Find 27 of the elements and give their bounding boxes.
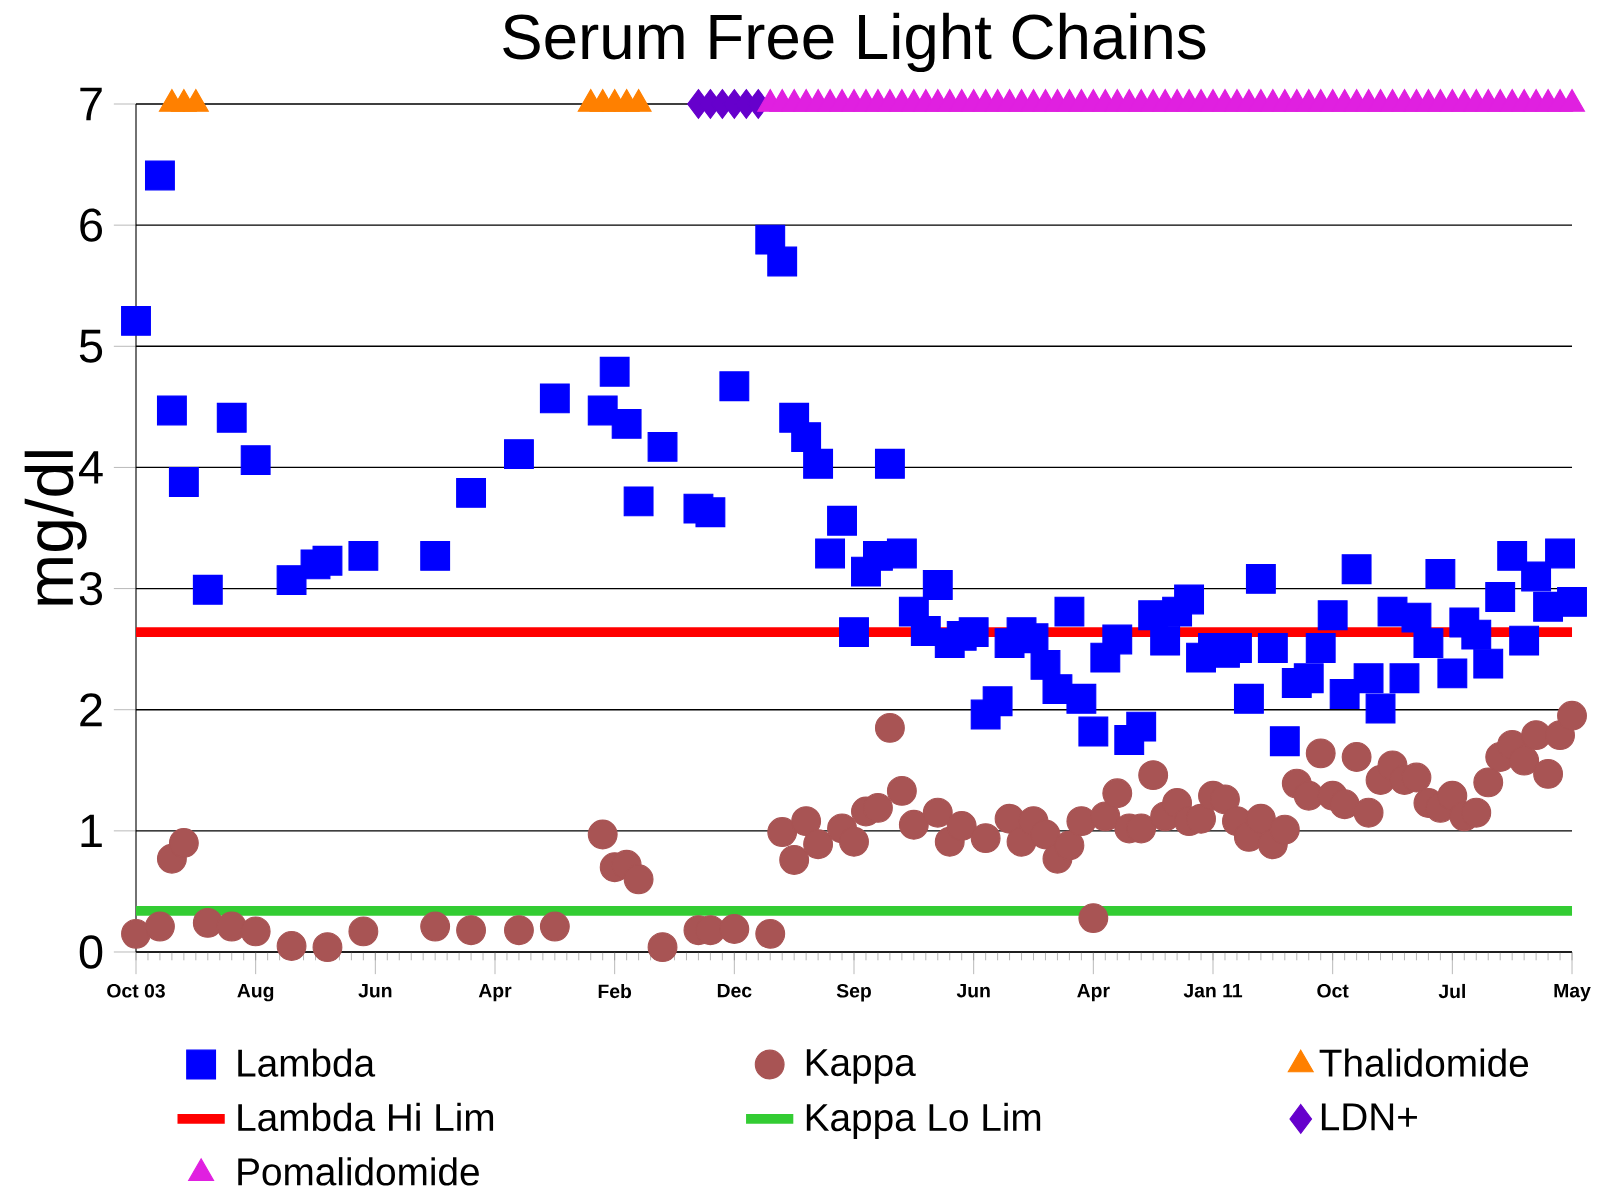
y-tick-label: 1	[81, 814, 102, 848]
legend-label: Lambda	[238, 1048, 376, 1077]
x-tick-label: Jul	[1438, 983, 1465, 999]
x-tick-label: Jun	[956, 983, 990, 998]
legend-label: Thalidomide	[1319, 1048, 1529, 1077]
x-tick-label: Oct	[1317, 983, 1349, 998]
legend-label: Kappa Lo Lim	[806, 1102, 1041, 1139]
legend-label: Lambda Hi Lim	[238, 1102, 494, 1132]
x-tick-label: Apr	[1077, 983, 1110, 1002]
x-tick-label: Jun	[358, 983, 392, 998]
x-tick-label: Oct 03	[107, 983, 165, 998]
y-tick-label: 2	[80, 693, 102, 727]
y-tick-label: 5	[79, 329, 103, 363]
x-tick-label: Apr	[478, 983, 512, 1002]
x-tick-label: Sep	[836, 983, 871, 1002]
legend-label: LDN+	[1321, 1103, 1417, 1131]
legend-label: Pomalidomide	[238, 1157, 479, 1186]
y-tick-label: 0	[79, 935, 103, 969]
y-tick-label: 6	[80, 208, 103, 242]
y-tick-label: 7	[80, 87, 102, 121]
x-tick-label: Feb	[598, 983, 632, 999]
x-tick-label: Dec	[717, 983, 752, 998]
chart-title: Serum Free Light Chains	[503, 12, 1206, 73]
x-tick-label: Jan 11	[1183, 983, 1243, 998]
legend-label: Kappa	[806, 1049, 916, 1084]
x-tick-label: May	[1554, 983, 1591, 1002]
x-tick-label: Aug	[237, 983, 274, 1002]
